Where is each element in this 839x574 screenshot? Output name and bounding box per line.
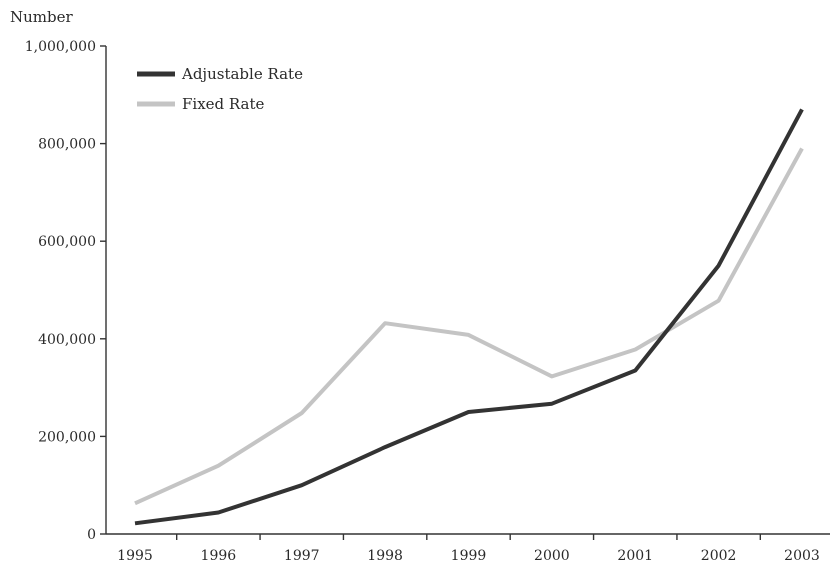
series-line-adjustable-rate bbox=[134, 108, 804, 526]
y-tick-label: 200,000 bbox=[38, 429, 96, 445]
y-axis-title: Number bbox=[10, 8, 73, 26]
x-tick-label: 2002 bbox=[701, 548, 737, 564]
legend: Adjustable Rate Fixed Rate bbox=[137, 65, 303, 113]
x-tick-label: 1998 bbox=[367, 548, 403, 564]
x-tick-label: 2001 bbox=[617, 548, 653, 564]
x-tick-label: 1999 bbox=[451, 548, 487, 564]
x-tick-label: 1995 bbox=[117, 548, 153, 564]
y-tick-label: 1,000,000 bbox=[25, 39, 96, 55]
series-layer bbox=[134, 108, 804, 526]
y-tick-label: 400,000 bbox=[38, 332, 96, 348]
axes: 0 200,000 400,000 600,000 800,000 1,000,000 19… bbox=[25, 39, 830, 564]
series-line-fixed-rate bbox=[134, 147, 804, 506]
legend-label: Fixed Rate bbox=[182, 95, 265, 113]
x-tick-label: 1996 bbox=[201, 548, 237, 564]
y-tick-label: 800,000 bbox=[38, 137, 96, 153]
x-tick-label: 2003 bbox=[784, 548, 820, 564]
legend-label: Adjustable Rate bbox=[181, 65, 303, 83]
y-tick-label: 0 bbox=[87, 527, 96, 543]
x-tick-label: 2000 bbox=[534, 548, 570, 564]
x-tick-label: 1997 bbox=[284, 548, 320, 564]
y-tick-label: 600,000 bbox=[38, 234, 96, 250]
